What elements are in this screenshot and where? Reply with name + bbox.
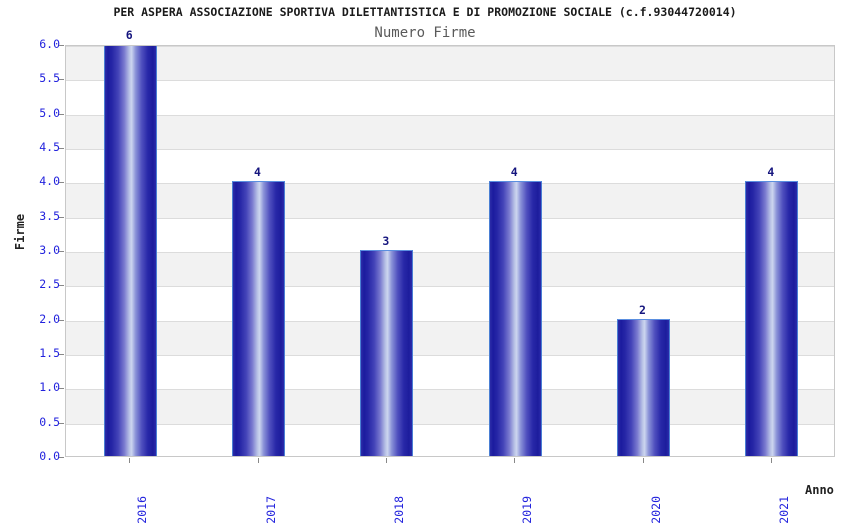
y-tick-label: 3.0 xyxy=(39,243,60,257)
background-band xyxy=(66,183,834,218)
y-tick-label: 1.0 xyxy=(39,380,60,395)
y-tick-label: 3.5 xyxy=(39,208,60,223)
y-tick-label: 1.5 xyxy=(39,346,60,360)
background-band xyxy=(66,252,834,287)
background-band xyxy=(66,114,834,149)
bar[interactable] xyxy=(745,181,799,456)
y-tick-mark xyxy=(59,114,64,115)
y-axis-ticks: 0.0 0.5 1.0 1.5 2.0 2.5 3.0 3.5 4.0 4.5 5.0 5.5 6.0 xyxy=(0,37,64,463)
y-tick-label: 2.5 xyxy=(39,277,60,292)
gridline xyxy=(66,115,834,116)
y-tick-label: 6.0 xyxy=(39,37,60,51)
y-tick-label: 4.0 xyxy=(39,174,60,189)
y-tick-mark xyxy=(59,217,64,218)
x-tick-label: 2019 xyxy=(520,496,535,524)
y-tick-label: 5.5 xyxy=(39,71,60,86)
x-tick-mark xyxy=(514,458,515,463)
gridline xyxy=(66,46,834,47)
x-tick-mark xyxy=(386,458,387,463)
x-tick-mark xyxy=(771,458,772,463)
y-tick-mark xyxy=(59,45,64,46)
x-tick-label: 2017 xyxy=(263,496,278,524)
bar-value-label: 6 xyxy=(125,28,133,42)
x-tick-mark xyxy=(129,458,130,463)
y-tick-label: 0.0 xyxy=(39,449,60,463)
y-tick-mark xyxy=(59,182,64,183)
bar-value-label: 4 xyxy=(767,165,775,180)
y-tick-mark xyxy=(59,285,64,286)
x-tick-label: 2018 xyxy=(391,496,406,524)
y-tick-label: 5.0 xyxy=(39,105,60,120)
background-band xyxy=(66,389,834,424)
plot-area xyxy=(65,45,835,457)
x-tick-label: 2016 xyxy=(135,496,150,524)
gridline xyxy=(66,149,834,150)
bar-chart: PER ASPERA ASSOCIAZIONE SPORTIVA DILETTA… xyxy=(0,5,835,524)
bar-value-label: 2 xyxy=(639,302,646,317)
y-tick-mark xyxy=(59,79,64,80)
y-tick-label: 4.5 xyxy=(39,140,60,154)
chart-title: PER ASPERA ASSOCIAZIONE SPORTIVA DILETTA… xyxy=(113,5,737,19)
gridline xyxy=(66,424,834,425)
gridline xyxy=(66,355,834,356)
gridline xyxy=(66,286,834,287)
bar-value-label: 3 xyxy=(382,234,390,248)
gridline xyxy=(66,321,834,322)
x-tick-label: 2020 xyxy=(648,496,663,524)
y-tick-mark xyxy=(59,148,64,149)
gridline xyxy=(66,218,834,219)
gridline xyxy=(66,80,834,81)
gridline xyxy=(66,183,834,184)
y-tick-mark xyxy=(59,354,64,355)
y-tick-mark xyxy=(59,320,64,321)
x-tick-label: 2021 xyxy=(776,496,791,524)
gridline xyxy=(66,389,834,390)
chart-subtitle: Numero Firme xyxy=(374,25,476,41)
y-tick-mark xyxy=(59,388,64,389)
y-tick-mark xyxy=(59,423,64,424)
x-tick-mark xyxy=(643,458,644,463)
bar-value-label: 4 xyxy=(254,165,261,180)
bar[interactable] xyxy=(488,181,542,456)
x-axis-title: Anno xyxy=(805,483,834,497)
x-tick-mark xyxy=(258,458,259,463)
y-tick-mark xyxy=(59,251,64,252)
y-axis-title: Firme xyxy=(13,213,27,251)
x-axis-ticks: 2016 2017 2018 2019 2020 2021 xyxy=(65,458,835,524)
y-tick-mark xyxy=(59,457,64,458)
bar[interactable] xyxy=(360,250,414,456)
bar[interactable] xyxy=(617,318,670,456)
bar-value-label: 4 xyxy=(510,165,518,180)
bar[interactable] xyxy=(232,181,285,456)
gridline xyxy=(66,252,834,253)
background-band xyxy=(66,46,834,81)
y-tick-label: 2.0 xyxy=(39,311,60,326)
bar[interactable] xyxy=(103,46,157,456)
y-tick-label: 0.5 xyxy=(39,414,60,429)
background-band xyxy=(66,320,834,355)
